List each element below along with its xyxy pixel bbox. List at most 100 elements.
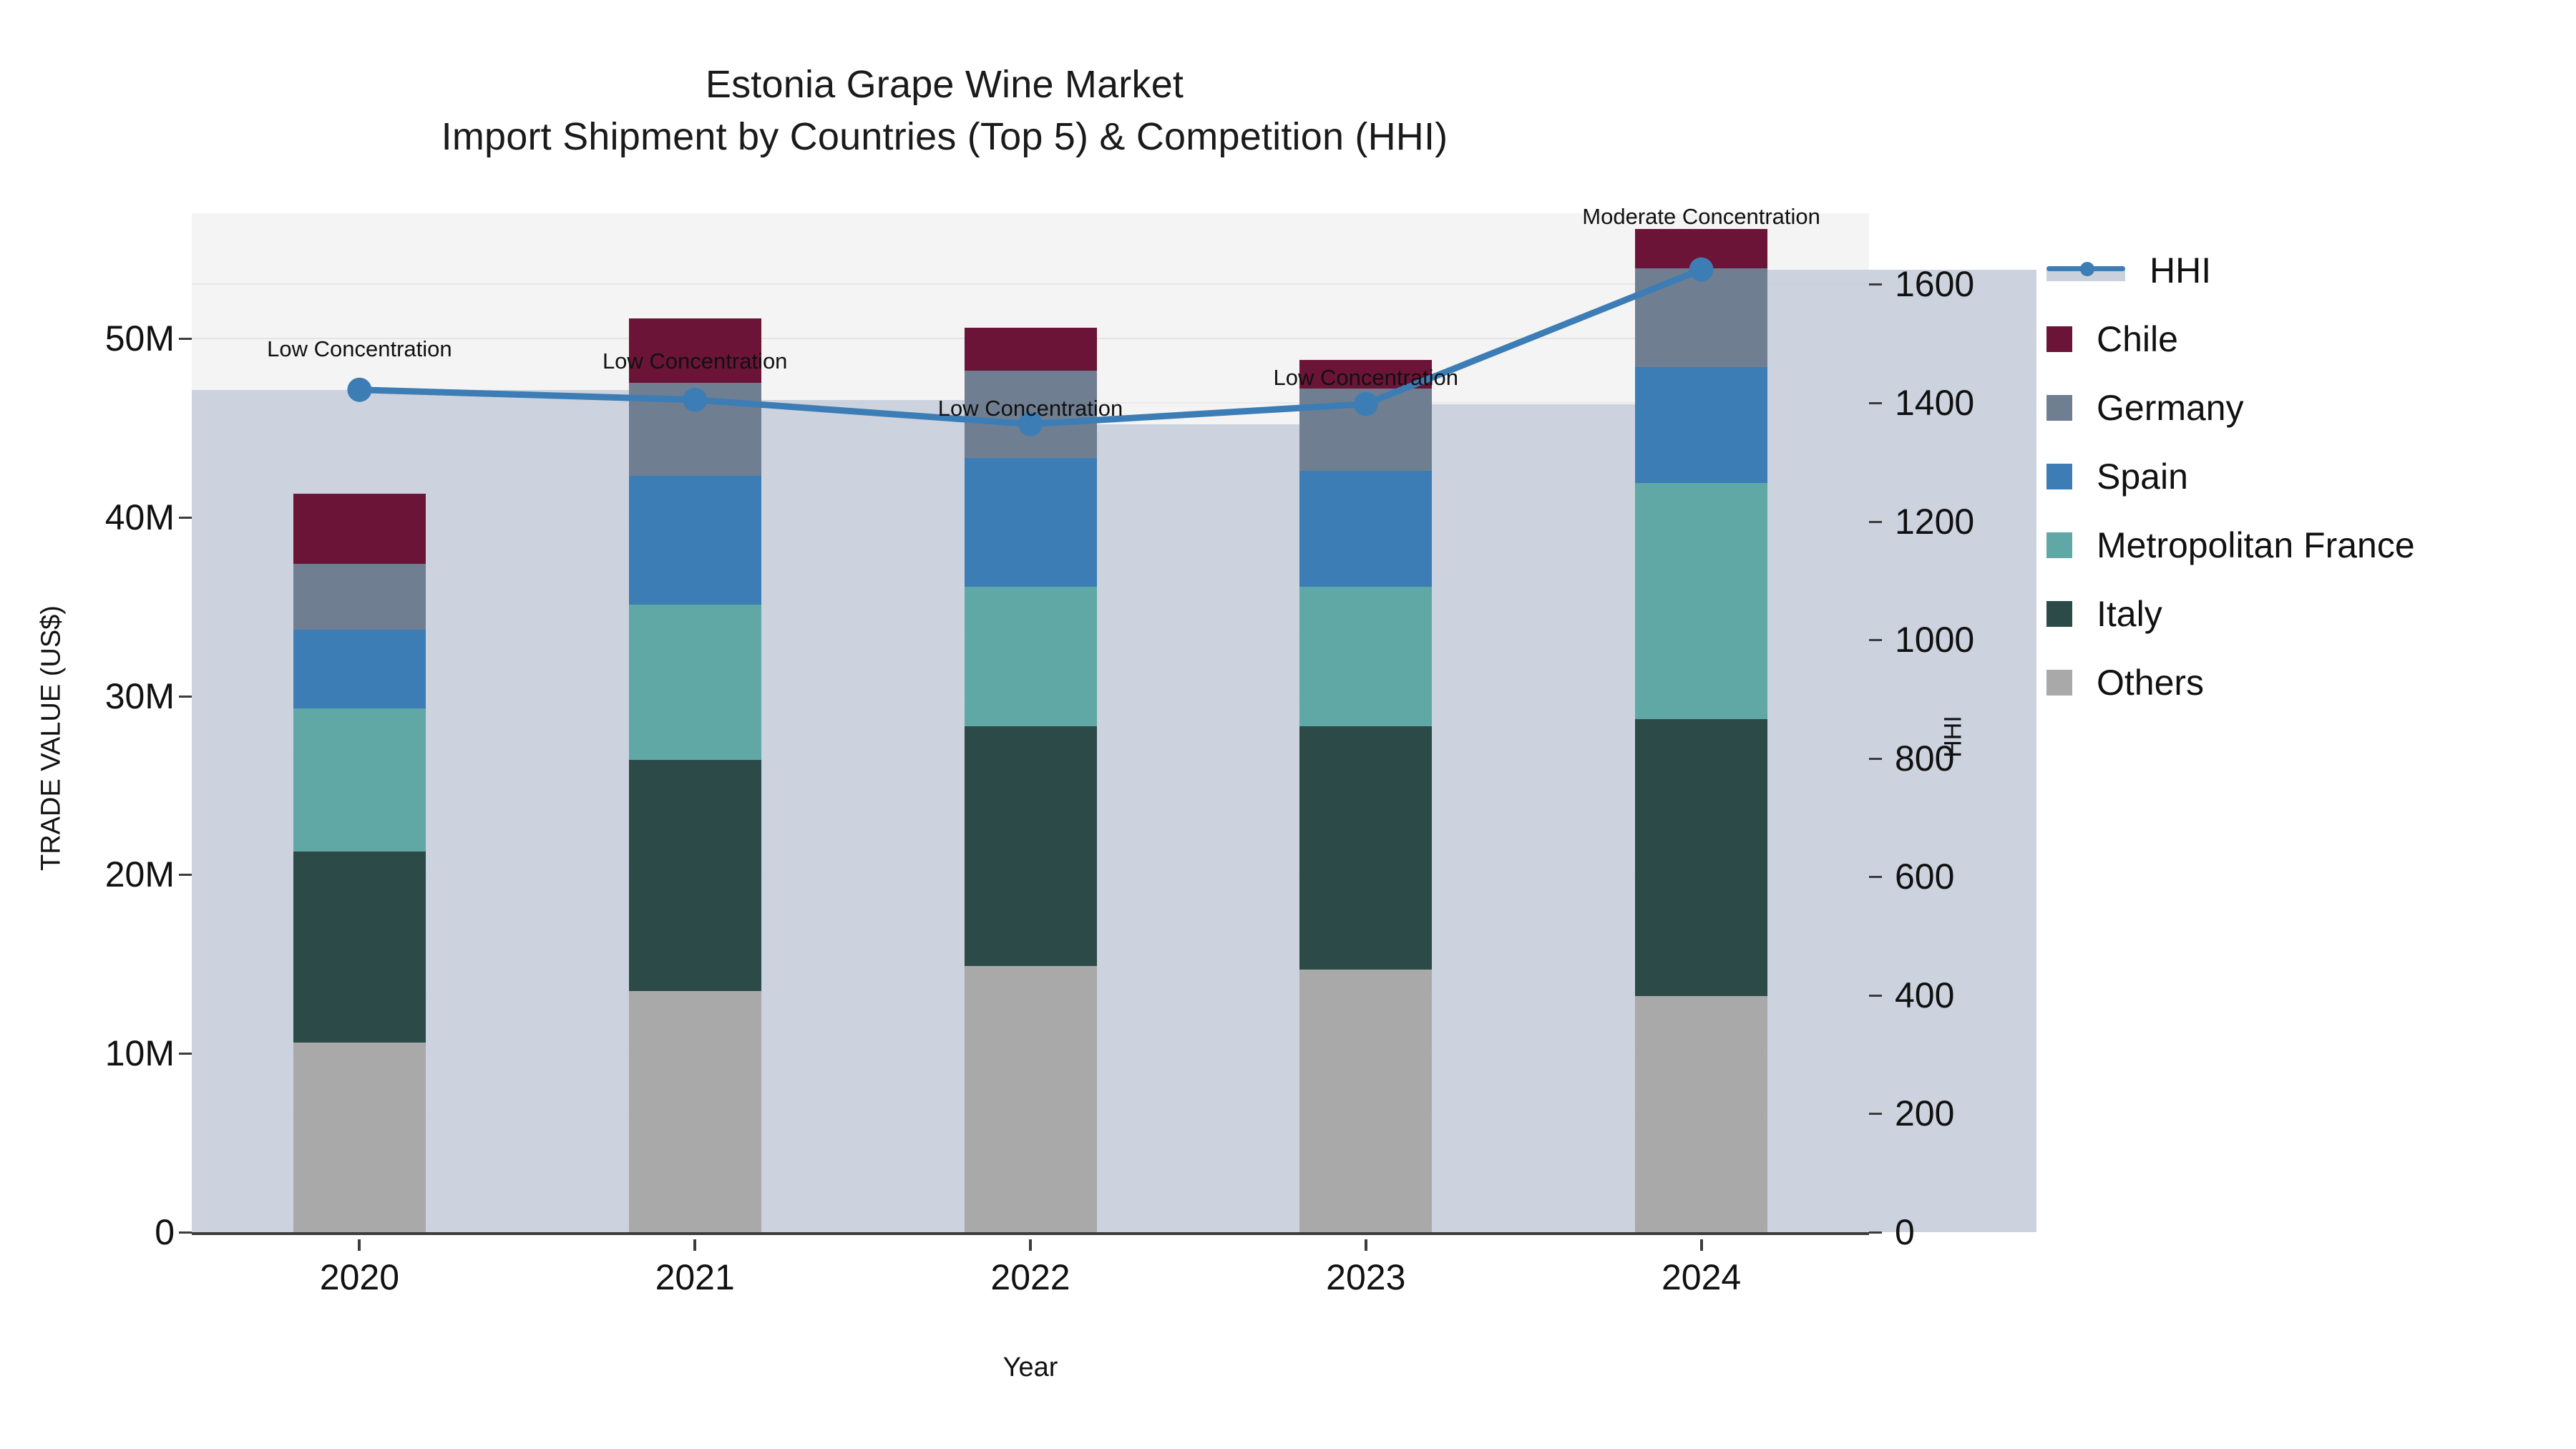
bar-segment-others[interactable] bbox=[628, 990, 761, 1232]
legend-item-chile[interactable]: Chile bbox=[2046, 305, 2415, 374]
legend-label: Others bbox=[2097, 663, 2205, 703]
y-left-tick bbox=[179, 1231, 192, 1234]
y-left-tick-label: 10M bbox=[104, 1033, 175, 1074]
y-right-tick bbox=[1869, 520, 1882, 523]
bar-segment-germany[interactable] bbox=[293, 563, 426, 630]
y-right-tick bbox=[1869, 639, 1882, 642]
bar-segment-chile[interactable] bbox=[964, 327, 1097, 371]
legend-swatch bbox=[2046, 326, 2072, 352]
gridline bbox=[192, 283, 1869, 286]
x-tick-label-2022: 2022 bbox=[990, 1257, 1070, 1297]
bar-segment-others[interactable] bbox=[1299, 969, 1433, 1232]
hhi-line-series bbox=[347, 257, 1714, 436]
bar-segment-others[interactable] bbox=[293, 1043, 426, 1232]
annotation-2023: Low Concentration bbox=[1273, 364, 1459, 390]
hhi-marker-2023[interactable] bbox=[1353, 391, 1378, 416]
legend-swatch bbox=[2046, 601, 2072, 627]
bar-segment-spain[interactable] bbox=[1635, 366, 1768, 484]
bar-segment-italy[interactable] bbox=[293, 851, 426, 1043]
bar-segment-italy[interactable] bbox=[628, 760, 761, 991]
bar-segment-spain[interactable] bbox=[628, 476, 761, 605]
legend-item-metropolitan-france[interactable]: Metropolitan France bbox=[2046, 511, 2415, 580]
bar-segment-others[interactable] bbox=[1635, 996, 1768, 1232]
bar-segment-others[interactable] bbox=[964, 965, 1097, 1232]
annotation-2024: Moderate Concentration bbox=[1582, 203, 1820, 229]
legend-item-hhi[interactable]: HHI bbox=[2046, 236, 2415, 305]
x-tick-label-2023: 2023 bbox=[1326, 1257, 1406, 1297]
legend-label: Italy bbox=[2097, 594, 2162, 634]
y-right-tick bbox=[1869, 994, 1882, 997]
y-left-tick bbox=[179, 695, 192, 698]
legend-item-spain[interactable]: Spain bbox=[2046, 442, 2415, 511]
y-right-tick-label: 1400 bbox=[1895, 382, 1975, 423]
bar-segment-metropolitan-france[interactable] bbox=[293, 708, 426, 852]
bar-segment-spain[interactable] bbox=[293, 630, 426, 708]
y-left-tick bbox=[179, 874, 192, 877]
legend-swatch bbox=[2046, 395, 2072, 421]
bar-segment-italy[interactable] bbox=[1299, 726, 1433, 970]
legend-label: HHI bbox=[2150, 250, 2212, 291]
legend-item-germany[interactable]: Germany bbox=[2046, 374, 2415, 442]
y-right-tick-label: 800 bbox=[1895, 738, 1955, 779]
bar-segment-italy[interactable] bbox=[1635, 719, 1768, 997]
y-right-tick bbox=[1869, 1113, 1882, 1116]
bar-2021[interactable] bbox=[628, 213, 761, 1232]
hhi-marker-2024[interactable] bbox=[1689, 257, 1714, 282]
legend-label: Spain bbox=[2097, 457, 2188, 497]
legend-label: Germany bbox=[2097, 388, 2244, 428]
bar-2022[interactable] bbox=[964, 213, 1097, 1232]
hhi-marker-2020[interactable] bbox=[347, 377, 372, 402]
bar-2020[interactable] bbox=[293, 213, 426, 1232]
x-tick bbox=[1699, 1239, 1703, 1251]
y-axis-left-title: TRADE VALUE (US$) bbox=[36, 605, 67, 871]
x-tick bbox=[358, 1239, 361, 1251]
hhi-markers bbox=[347, 257, 1714, 436]
y-right-tick-label: 400 bbox=[1895, 975, 1955, 1015]
bar-segment-italy[interactable] bbox=[964, 726, 1097, 966]
legend-item-others[interactable]: Others bbox=[2046, 648, 2415, 717]
bar-segment-metropolitan-france[interactable] bbox=[964, 587, 1097, 726]
hhi-marker-2022[interactable] bbox=[1018, 411, 1043, 436]
legend-line-marker bbox=[2046, 258, 2125, 283]
y-right-tick bbox=[1869, 876, 1882, 879]
y-right-tick bbox=[1869, 757, 1882, 760]
bar-segment-spain[interactable] bbox=[1299, 470, 1433, 587]
x-tick-label-2020: 2020 bbox=[319, 1257, 400, 1297]
y-right-tick-label: 0 bbox=[1895, 1212, 1915, 1252]
bar-segment-chile[interactable] bbox=[293, 494, 426, 564]
x-tick bbox=[693, 1239, 697, 1251]
bar-segment-spain[interactable] bbox=[964, 458, 1097, 587]
annotation-2021: Low Concentration bbox=[602, 348, 788, 374]
x-tick-label-2021: 2021 bbox=[655, 1257, 735, 1297]
x-tick-label-2024: 2024 bbox=[1661, 1257, 1742, 1297]
chart-title-line-2: Import Shipment by Countries (Top 5) & C… bbox=[441, 114, 1448, 158]
bar-segment-metropolitan-france[interactable] bbox=[1635, 483, 1768, 719]
y-left-tick bbox=[179, 516, 192, 519]
legend-label: Chile bbox=[2097, 319, 2178, 359]
bar-segment-chile[interactable] bbox=[628, 318, 761, 384]
y-left-tick-label: 40M bbox=[104, 497, 175, 537]
y-right-tick-label: 1600 bbox=[1895, 264, 1975, 305]
y-axis-right-title: HHI bbox=[1939, 716, 1967, 758]
plot-area: Low Concentration Low Concentration Low Co… bbox=[192, 204, 2037, 1233]
y-left-tick-label: 50M bbox=[104, 318, 175, 358]
legend-swatch bbox=[2046, 670, 2072, 696]
y-left-tick bbox=[179, 337, 192, 340]
chart-title: Estonia Grape Wine Market Import Shipmen… bbox=[0, 59, 1889, 163]
y-left-tick bbox=[179, 1053, 192, 1055]
bar-segment-metropolitan-france[interactable] bbox=[628, 605, 761, 761]
bar-2024[interactable] bbox=[1635, 213, 1768, 1232]
hhi-marker-2021[interactable] bbox=[683, 387, 708, 412]
y-right-tick-label: 600 bbox=[1895, 857, 1955, 897]
bar-segment-metropolitan-france[interactable] bbox=[1299, 587, 1433, 726]
y-left-tick-label: 30M bbox=[104, 675, 175, 716]
x-axis-line bbox=[192, 1232, 1869, 1235]
y-right-tick bbox=[1869, 283, 1882, 286]
annotation-2020: Low Concentration bbox=[267, 336, 452, 361]
chart-title-line-1: Estonia Grape Wine Market bbox=[705, 63, 1184, 106]
legend-item-italy[interactable]: Italy bbox=[2046, 580, 2415, 648]
x-tick bbox=[1364, 1239, 1367, 1251]
x-axis-title: Year bbox=[1002, 1352, 1058, 1382]
y-right-tick bbox=[1869, 401, 1882, 404]
